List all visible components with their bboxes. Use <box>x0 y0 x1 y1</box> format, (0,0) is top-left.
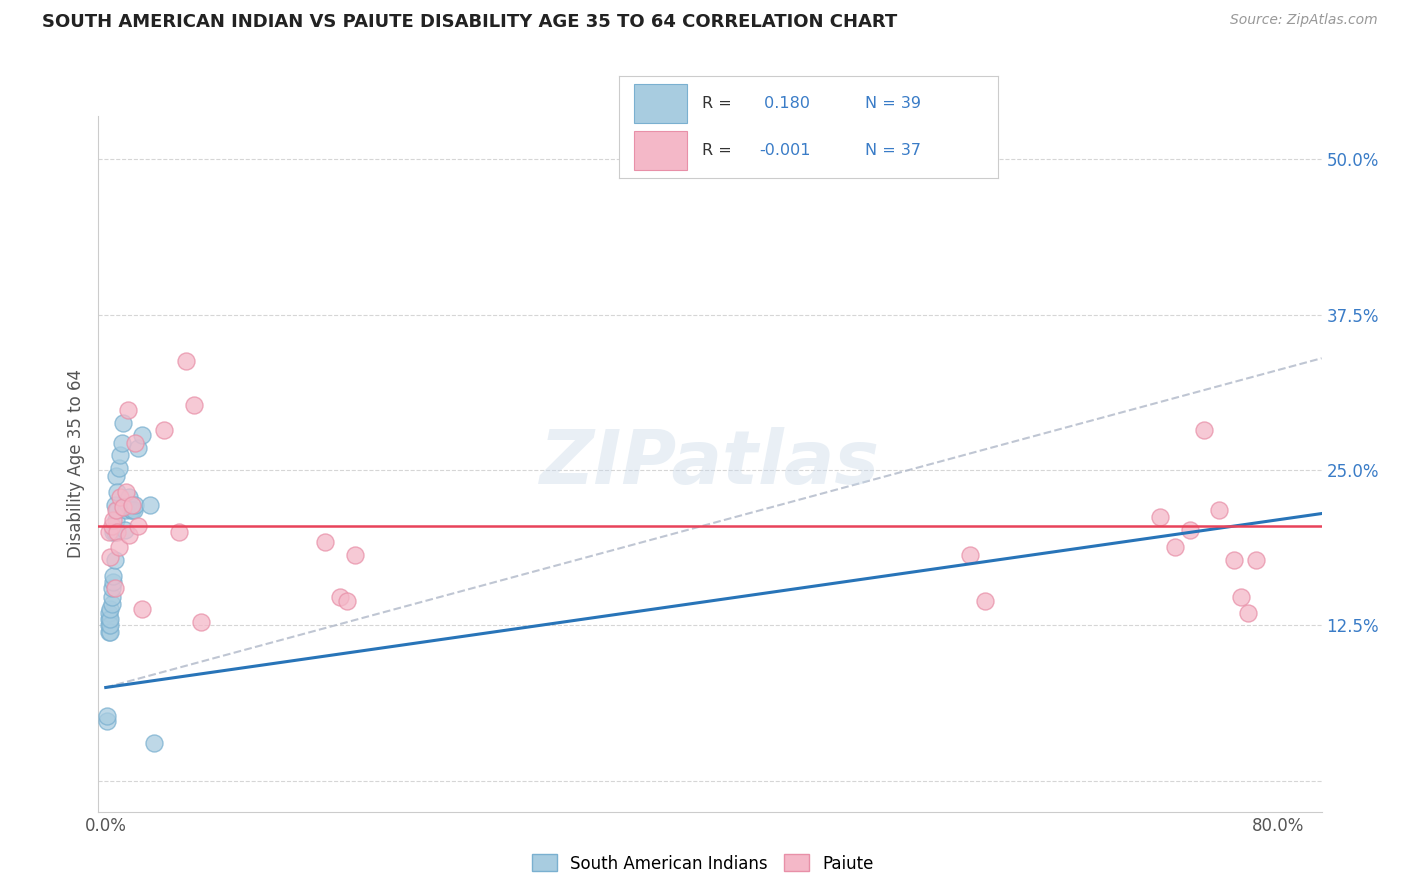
Point <box>111 435 134 450</box>
Point <box>343 548 366 562</box>
Point <box>117 498 139 512</box>
Point <box>107 525 129 540</box>
Point <box>1178 523 1201 537</box>
Point <box>973 593 995 607</box>
Point <box>122 503 145 517</box>
Point <box>107 503 129 517</box>
Point <box>183 399 205 413</box>
Point <box>118 491 141 505</box>
Text: ZIPatlas: ZIPatlas <box>540 427 880 500</box>
Text: Source: ZipAtlas.com: Source: ZipAtlas.com <box>1230 13 1378 28</box>
Point <box>100 597 122 611</box>
Point <box>176 353 198 368</box>
Point <box>101 513 124 527</box>
Point <box>1237 606 1260 620</box>
Point <box>121 498 143 512</box>
Point <box>127 441 149 455</box>
Text: 0.180: 0.180 <box>759 96 810 111</box>
Point <box>103 525 125 540</box>
Point <box>124 435 146 450</box>
Point <box>190 615 212 629</box>
Point <box>107 485 129 500</box>
Point <box>98 612 121 626</box>
Point <box>108 540 131 554</box>
Point <box>131 602 153 616</box>
Point <box>1222 552 1244 566</box>
Point <box>101 568 124 582</box>
Point <box>100 581 122 595</box>
Text: R =: R = <box>702 96 733 111</box>
Point <box>97 525 120 540</box>
Point <box>108 460 131 475</box>
FancyBboxPatch shape <box>634 131 688 170</box>
Point <box>117 403 139 417</box>
FancyBboxPatch shape <box>634 84 688 123</box>
Point <box>314 535 336 549</box>
Point <box>115 503 138 517</box>
Point <box>115 485 138 500</box>
Point <box>97 624 120 639</box>
Point <box>959 548 981 562</box>
Point <box>100 519 122 533</box>
Point <box>120 503 142 517</box>
Point <box>118 527 141 541</box>
Point <box>105 513 128 527</box>
Point <box>110 491 132 505</box>
Point <box>112 416 135 430</box>
Text: SOUTH AMERICAN INDIAN VS PAIUTE DISABILITY AGE 35 TO 64 CORRELATION CHART: SOUTH AMERICAN INDIAN VS PAIUTE DISABILI… <box>42 13 897 31</box>
Point <box>127 519 149 533</box>
Point <box>96 709 118 723</box>
Point <box>114 523 136 537</box>
Point <box>121 503 143 517</box>
Point <box>143 736 166 750</box>
Point <box>105 503 128 517</box>
Point <box>105 469 128 483</box>
Text: N = 37: N = 37 <box>866 144 921 158</box>
Point <box>124 498 146 512</box>
Text: -0.001: -0.001 <box>759 144 811 158</box>
Legend: South American Indians, Paiute: South American Indians, Paiute <box>526 847 880 880</box>
Point <box>97 618 120 632</box>
Point <box>336 593 359 607</box>
Point <box>1164 540 1187 554</box>
Point <box>329 590 352 604</box>
Point <box>167 525 190 540</box>
Point <box>112 500 135 515</box>
Point <box>103 498 125 512</box>
Y-axis label: Disability Age 35 to 64: Disability Age 35 to 64 <box>67 369 86 558</box>
Point <box>110 448 132 462</box>
Point <box>100 590 122 604</box>
Point <box>1194 423 1216 437</box>
Point <box>1208 503 1230 517</box>
Point <box>97 606 120 620</box>
Point <box>98 549 121 564</box>
Point <box>97 612 120 626</box>
Point <box>138 498 160 512</box>
Point <box>98 618 121 632</box>
Text: R =: R = <box>702 144 733 158</box>
Point <box>103 581 125 595</box>
Point <box>131 428 153 442</box>
Point <box>101 574 124 589</box>
Point <box>1149 510 1171 524</box>
Point <box>98 624 121 639</box>
Text: N = 39: N = 39 <box>866 96 921 111</box>
Point <box>1230 590 1253 604</box>
Point <box>96 714 118 728</box>
Point <box>98 602 121 616</box>
Point <box>103 552 125 566</box>
Point <box>101 525 124 540</box>
Point <box>1244 552 1267 566</box>
Point <box>153 423 176 437</box>
